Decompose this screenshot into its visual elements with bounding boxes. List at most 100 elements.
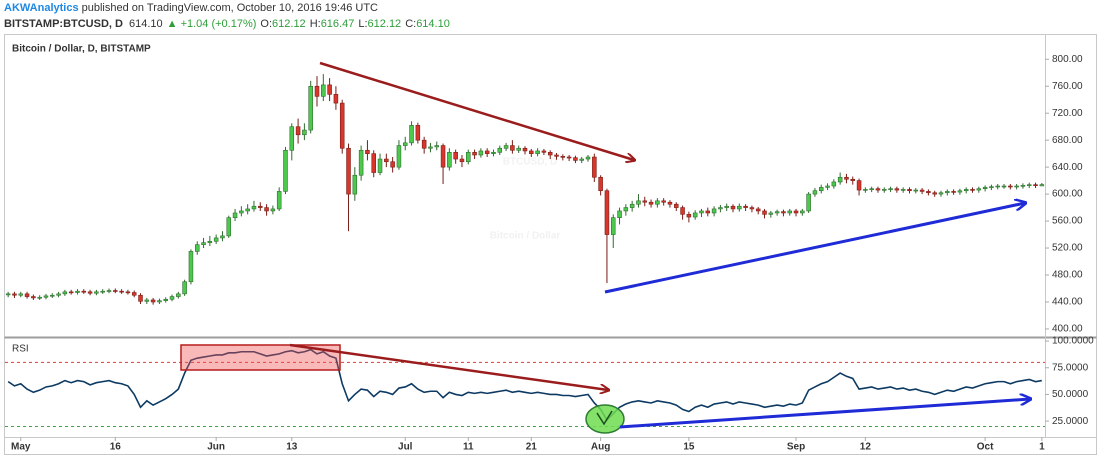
candle-body bbox=[12, 293, 17, 296]
candle-body bbox=[932, 192, 937, 195]
y-tick-label: 440.00 bbox=[1052, 297, 1083, 308]
candle-body bbox=[869, 188, 874, 191]
candle-body bbox=[270, 208, 276, 212]
check-mark bbox=[596, 410, 613, 426]
candle-body bbox=[749, 207, 755, 210]
candle-body bbox=[371, 153, 376, 173]
candle-body bbox=[718, 207, 723, 210]
candle-body bbox=[62, 291, 68, 295]
candle-body bbox=[945, 191, 950, 194]
candle-body bbox=[163, 298, 168, 301]
candle-body bbox=[346, 147, 351, 195]
candle-body bbox=[302, 129, 307, 136]
y-tick-label: 720.00 bbox=[1052, 108, 1083, 119]
candle-body bbox=[982, 187, 988, 190]
candle-body bbox=[289, 126, 295, 151]
candle-body bbox=[604, 190, 610, 235]
candle-body bbox=[755, 208, 761, 212]
candle-body bbox=[484, 150, 490, 154]
candle-body bbox=[333, 94, 339, 104]
candle-body bbox=[503, 145, 509, 149]
candle-body bbox=[837, 176, 843, 183]
candle-body bbox=[610, 217, 616, 235]
candle-body bbox=[888, 188, 893, 191]
x-tick-label: Oct bbox=[977, 442, 994, 453]
candle-body bbox=[856, 180, 862, 191]
plot-layer: May 16 Jun 13 Jul 11 21 Aug 15 Sep 12 Oct 1 400.00 440… bbox=[5, 54, 1094, 453]
candle-body bbox=[995, 185, 1000, 188]
candle-body bbox=[970, 189, 975, 191]
candle-body bbox=[220, 235, 225, 239]
candle-body bbox=[94, 291, 99, 294]
candle-body bbox=[358, 149, 364, 176]
candle-body bbox=[384, 158, 389, 163]
candle-body bbox=[68, 291, 74, 294]
candle-body bbox=[232, 212, 238, 218]
trend-arrow bbox=[319, 61, 634, 160]
ohlc-key: L: bbox=[358, 18, 367, 30]
candle-body bbox=[245, 208, 250, 212]
candle-body bbox=[43, 295, 49, 298]
candle-body bbox=[1039, 184, 1045, 187]
candle-body bbox=[560, 156, 566, 158]
trend-arrow bbox=[289, 343, 608, 390]
candle-body bbox=[913, 189, 919, 192]
candle-body bbox=[1033, 184, 1038, 186]
candle-body bbox=[522, 147, 528, 152]
candle-body bbox=[919, 189, 925, 192]
candle-body bbox=[598, 176, 603, 192]
candle-body bbox=[573, 157, 578, 161]
candle-body bbox=[157, 300, 162, 303]
candle-body bbox=[699, 210, 704, 214]
y-tick-label: 800.00 bbox=[1052, 54, 1083, 65]
candle-body bbox=[875, 188, 881, 191]
watermark: Bitcoin / Dollar bbox=[490, 231, 561, 242]
candle-body bbox=[440, 145, 446, 168]
pane-title: Bitcoin / Dollar, D, BITSTAMP bbox=[12, 44, 151, 55]
oversold-circle bbox=[585, 404, 625, 434]
candle-body bbox=[144, 299, 150, 302]
published-note: published on TradingView.com, October 10… bbox=[79, 2, 378, 14]
candle-body bbox=[554, 154, 559, 157]
candle-body bbox=[453, 152, 458, 160]
candle-body bbox=[781, 211, 786, 214]
candle-body bbox=[674, 203, 679, 208]
candle-body bbox=[264, 207, 269, 212]
candle-body bbox=[396, 145, 402, 168]
candle-body bbox=[900, 189, 906, 191]
candle-body bbox=[1014, 185, 1019, 188]
x-tick-label: 21 bbox=[526, 442, 538, 453]
candle-body bbox=[459, 158, 465, 163]
candle-body bbox=[743, 205, 748, 208]
candle-body bbox=[680, 207, 685, 215]
y-tick-label: 400.00 bbox=[1052, 324, 1083, 335]
candle-body bbox=[592, 156, 597, 178]
x-tick-label: 1 bbox=[1039, 442, 1045, 453]
candle-body bbox=[339, 102, 345, 149]
candle-body bbox=[24, 293, 30, 297]
candle-body bbox=[5, 293, 11, 296]
candle-body bbox=[989, 186, 994, 188]
y-tick-label: 75.0000 bbox=[1052, 362, 1089, 373]
candle-body bbox=[251, 205, 257, 210]
candle-body bbox=[176, 293, 181, 297]
candle-body bbox=[409, 125, 414, 144]
candle-body bbox=[37, 296, 42, 299]
candle-body bbox=[226, 217, 232, 237]
candle-body bbox=[188, 251, 194, 283]
ohlc-key: C: bbox=[405, 18, 416, 30]
x-tick-label: 15 bbox=[683, 442, 695, 453]
y-tick-label: 560.00 bbox=[1052, 216, 1083, 227]
candle-body bbox=[516, 147, 521, 151]
candle-body bbox=[793, 210, 799, 214]
candle-body bbox=[1020, 185, 1026, 187]
candle-body bbox=[182, 281, 187, 295]
candle-body bbox=[774, 211, 780, 214]
candle-body bbox=[81, 290, 87, 293]
candle-body bbox=[239, 210, 244, 214]
y-tick-label: 600.00 bbox=[1052, 189, 1083, 200]
x-tick-label: Aug bbox=[591, 442, 610, 453]
candle-body bbox=[737, 205, 742, 210]
candle-body bbox=[31, 296, 36, 299]
